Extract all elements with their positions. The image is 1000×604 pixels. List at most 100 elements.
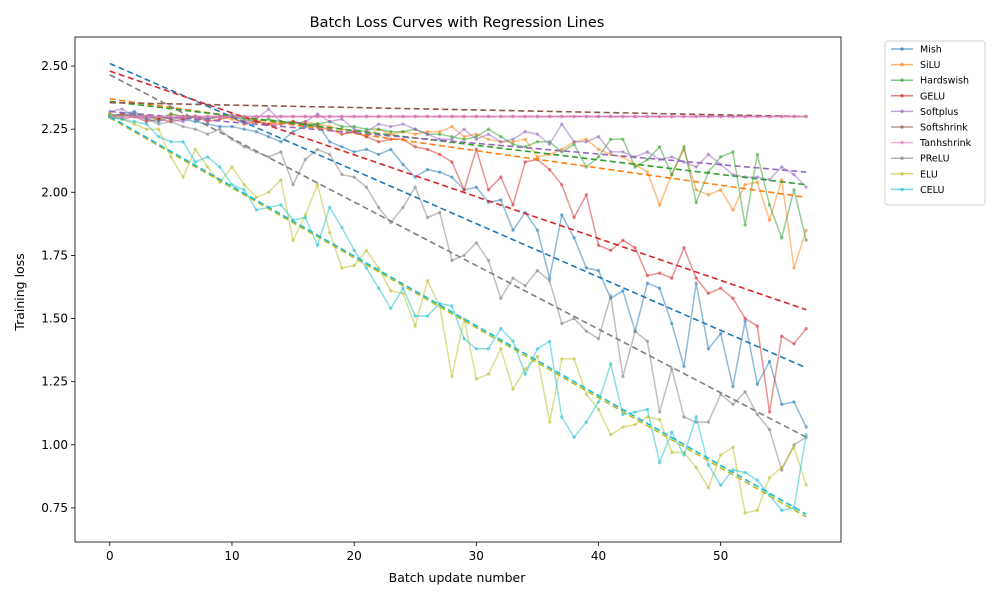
data-point <box>144 114 149 119</box>
data-point <box>804 483 808 487</box>
data-point <box>804 425 808 429</box>
data-point <box>657 145 662 149</box>
data-point <box>511 137 515 141</box>
data-point <box>499 296 503 300</box>
data-point <box>450 160 454 164</box>
legend-marker <box>900 78 904 82</box>
data-point <box>670 430 674 434</box>
data-point <box>499 140 503 144</box>
data-point <box>755 508 759 513</box>
data-point <box>474 135 478 139</box>
data-point <box>535 155 540 159</box>
data-point <box>352 263 356 268</box>
data-point <box>792 342 796 346</box>
legend-marker <box>900 109 904 114</box>
data-point <box>389 137 393 141</box>
data-point <box>657 203 662 207</box>
data-point <box>706 463 711 467</box>
data-point <box>157 117 161 121</box>
data-point <box>474 377 478 381</box>
data-point <box>352 130 356 134</box>
data-point <box>523 130 527 134</box>
data-point <box>376 152 381 157</box>
data-point <box>303 122 307 126</box>
data-point <box>315 243 320 247</box>
data-point <box>254 208 259 212</box>
data-point <box>706 420 711 424</box>
data-point <box>621 412 625 417</box>
legend-marker <box>900 140 904 145</box>
data-point <box>352 114 356 119</box>
data-point <box>486 258 491 263</box>
y-tick-label: 2.25 <box>41 122 68 136</box>
data-point <box>792 188 796 192</box>
data-point <box>144 127 149 131</box>
data-point <box>547 420 552 424</box>
data-point <box>352 150 356 154</box>
data-point <box>438 170 442 174</box>
data-point <box>547 167 552 172</box>
legend-marker <box>900 47 904 51</box>
data-point <box>511 228 515 232</box>
data-point <box>584 392 588 396</box>
data-point <box>108 112 112 116</box>
data-point <box>413 127 417 131</box>
data-point <box>266 107 271 111</box>
data-point <box>584 137 588 141</box>
data-point <box>462 337 466 341</box>
data-point <box>584 193 588 197</box>
data-point <box>315 112 320 116</box>
data-point <box>401 205 405 210</box>
data-point <box>804 238 808 242</box>
data-point <box>364 127 369 131</box>
data-point <box>401 122 405 126</box>
data-point <box>560 150 564 154</box>
data-point <box>291 130 295 134</box>
data-point <box>291 183 295 187</box>
data-point <box>450 304 454 308</box>
data-point <box>560 321 564 326</box>
data-point <box>376 122 381 126</box>
data-point <box>706 486 711 490</box>
data-point <box>621 374 625 379</box>
data-point <box>645 150 650 154</box>
data-point <box>462 253 466 258</box>
x-tick-label: 50 <box>713 549 728 563</box>
data-point <box>438 210 442 215</box>
data-point <box>547 276 552 280</box>
data-point <box>719 483 723 487</box>
data-point <box>792 172 796 177</box>
chart-title: Batch Loss Curves with Regression Lines <box>310 15 605 31</box>
legend-label: CELU <box>920 185 944 196</box>
data-point <box>425 314 430 318</box>
data-point <box>450 175 454 179</box>
data-point <box>609 150 613 154</box>
data-point <box>535 354 540 359</box>
data-point <box>694 165 698 169</box>
data-point <box>157 119 161 124</box>
data-point <box>682 364 686 369</box>
data-point <box>731 402 735 407</box>
data-point <box>743 223 747 227</box>
legend-marker <box>900 62 904 67</box>
data-point <box>694 276 698 280</box>
data-point <box>486 188 491 192</box>
data-point <box>157 135 161 139</box>
data-point <box>438 301 442 306</box>
data-point <box>425 130 430 134</box>
data-point <box>486 127 491 131</box>
legend-marker <box>900 172 904 176</box>
data-point <box>352 124 356 129</box>
data-point <box>328 205 332 210</box>
data-point <box>181 117 185 121</box>
data-point <box>328 140 332 144</box>
data-point <box>181 175 185 179</box>
data-point <box>474 347 478 351</box>
data-point <box>535 347 540 351</box>
series-line-prelu <box>109 113 807 473</box>
data-point <box>120 107 124 111</box>
data-point <box>682 246 686 250</box>
regression-line-prelu <box>109 74 807 438</box>
data-point <box>743 390 747 394</box>
